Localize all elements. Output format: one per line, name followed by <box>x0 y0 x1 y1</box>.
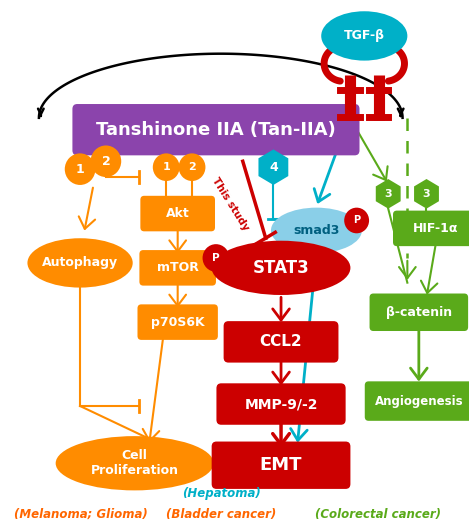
Ellipse shape <box>55 436 214 490</box>
Text: Angiogenesis: Angiogenesis <box>374 395 463 407</box>
Polygon shape <box>376 179 401 208</box>
Text: (Colorectal cancer): (Colorectal cancer) <box>315 508 441 521</box>
Text: (Melanoma; Glioma): (Melanoma; Glioma) <box>14 508 147 521</box>
FancyBboxPatch shape <box>137 304 218 340</box>
FancyBboxPatch shape <box>139 250 216 286</box>
Text: CCL2: CCL2 <box>260 334 302 349</box>
FancyBboxPatch shape <box>73 104 359 155</box>
Text: This study: This study <box>210 175 251 232</box>
Text: p70S6K: p70S6K <box>151 316 204 329</box>
Text: HIF-1α: HIF-1α <box>413 222 459 235</box>
Ellipse shape <box>212 240 350 295</box>
Circle shape <box>179 153 205 181</box>
Circle shape <box>65 153 95 185</box>
Text: smad3: smad3 <box>293 224 340 237</box>
Text: (Hepatoma): (Hepatoma) <box>182 487 261 500</box>
Text: 3: 3 <box>423 189 430 199</box>
Text: P: P <box>212 253 220 263</box>
Text: 2: 2 <box>188 162 196 172</box>
Text: EMT: EMT <box>260 456 302 474</box>
Circle shape <box>344 208 369 233</box>
Text: (Bladder cancer): (Bladder cancer) <box>166 508 276 521</box>
Text: Autophagy: Autophagy <box>42 256 118 269</box>
Text: Tanshinone IIA (Tan-IIA): Tanshinone IIA (Tan-IIA) <box>96 121 336 139</box>
FancyBboxPatch shape <box>370 293 468 331</box>
FancyBboxPatch shape <box>212 442 350 489</box>
Text: TGF-β: TGF-β <box>344 29 385 43</box>
FancyBboxPatch shape <box>140 196 215 232</box>
Polygon shape <box>258 150 288 185</box>
Text: 1: 1 <box>76 163 84 176</box>
FancyBboxPatch shape <box>393 211 474 246</box>
Text: Cell
Proliferation: Cell Proliferation <box>91 449 179 477</box>
Text: 3: 3 <box>384 189 392 199</box>
Polygon shape <box>414 179 439 208</box>
Circle shape <box>91 145 121 177</box>
Text: 4: 4 <box>269 161 278 174</box>
Circle shape <box>153 153 180 181</box>
Circle shape <box>202 244 229 272</box>
Ellipse shape <box>271 208 362 253</box>
Text: MMP-9/-2: MMP-9/-2 <box>244 397 318 411</box>
Text: STAT3: STAT3 <box>253 259 310 277</box>
Text: 1: 1 <box>162 162 170 172</box>
Ellipse shape <box>27 238 133 288</box>
Ellipse shape <box>321 11 407 60</box>
Text: mTOR: mTOR <box>157 261 199 275</box>
Text: β-catenin: β-catenin <box>386 306 452 319</box>
FancyBboxPatch shape <box>365 381 473 421</box>
FancyBboxPatch shape <box>217 383 346 425</box>
Text: Akt: Akt <box>166 207 190 220</box>
FancyBboxPatch shape <box>224 321 338 363</box>
Text: 2: 2 <box>101 155 110 168</box>
Text: P: P <box>353 215 360 225</box>
